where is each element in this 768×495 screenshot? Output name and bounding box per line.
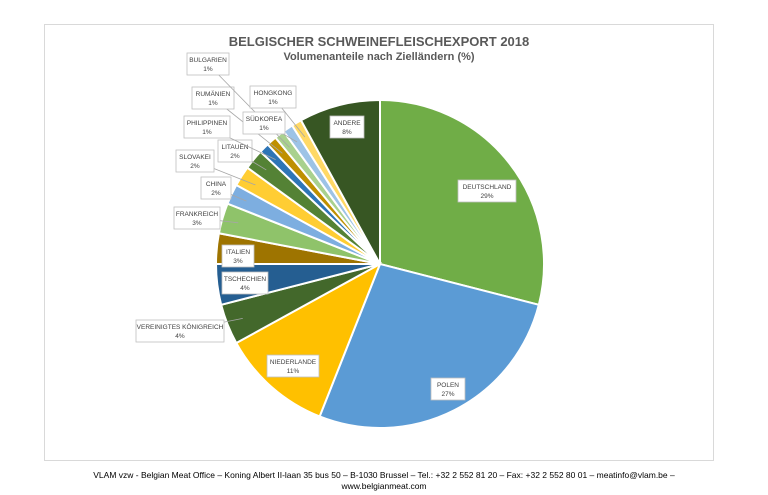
data-value-frankreich: 3% bbox=[192, 220, 202, 227]
data-value-polen: 27% bbox=[441, 391, 454, 398]
label-box-niederlande bbox=[266, 354, 320, 378]
chart-title: BELGISCHER SCHWEINEFLEISCHEXPORT 2018 bbox=[228, 34, 530, 49]
data-value-philippinen: 1% bbox=[202, 129, 212, 136]
data-label-italien: ITALIEN bbox=[226, 249, 250, 256]
data-value-bulgarien: 1% bbox=[203, 66, 213, 73]
pie-slice-niederlande bbox=[234, 261, 382, 418]
footer: VLAM vzw - Belgian Meat Office – Koning … bbox=[0, 470, 768, 492]
data-label-litauen: LITAUEN bbox=[222, 144, 249, 151]
label-box-philippinen bbox=[183, 115, 231, 139]
label-box-italien bbox=[221, 244, 255, 268]
label-box-tschechien bbox=[221, 271, 269, 295]
label-box-polen bbox=[430, 377, 466, 401]
data-label-andere: ANDERE bbox=[333, 120, 361, 127]
data-value-hongkong: 1% bbox=[268, 99, 278, 106]
data-value-sudkorea: 1% bbox=[259, 125, 269, 132]
label-box-rumanien bbox=[191, 86, 235, 110]
data-value-litauen: 2% bbox=[230, 153, 240, 160]
label-box-sudkorea bbox=[242, 111, 286, 135]
data-value-italien: 3% bbox=[233, 258, 243, 265]
data-label-slovakei: SLOVAKEI bbox=[179, 154, 211, 161]
label-box-slovakei bbox=[175, 149, 215, 173]
data-label-hongkong: HONGKONG bbox=[254, 90, 293, 97]
data-value-niederlande: 11% bbox=[287, 368, 300, 375]
data-value-tschechien: 4% bbox=[240, 285, 250, 292]
data-label-china: CHINA bbox=[206, 181, 227, 188]
label-box-andere bbox=[329, 115, 365, 139]
data-label-deutschland: DEUTSCHLAND bbox=[463, 184, 512, 191]
footer-line-1: VLAM vzw - Belgian Meat Office – Koning … bbox=[93, 470, 675, 480]
data-label-tschechien: TSCHECHIEN bbox=[224, 276, 267, 283]
label-box-vereinigtes-konigreich bbox=[135, 319, 225, 343]
label-box-hongkong bbox=[249, 85, 297, 109]
chart-subtitle: Volumenanteile nach Zielländern (%) bbox=[283, 51, 475, 63]
data-label-polen: POLEN bbox=[437, 382, 459, 389]
data-value-slovakei: 2% bbox=[190, 163, 200, 170]
pie-slice-polen bbox=[318, 262, 541, 429]
data-label-philippinen: PHILIPPINEN bbox=[187, 120, 228, 127]
data-label-niederlande: NIEDERLANDE bbox=[270, 359, 317, 366]
data-value-china: 2% bbox=[211, 190, 221, 197]
data-value-deutschland: 29% bbox=[480, 193, 493, 200]
pie-slice-andere bbox=[299, 98, 381, 265]
data-label-sudkorea: SÜDKOREA bbox=[246, 115, 283, 123]
footer-line-2: www.belgianmeat.com bbox=[341, 481, 427, 491]
data-value-rumanien: 1% bbox=[208, 100, 218, 107]
label-box-bulgarien bbox=[186, 52, 230, 76]
data-value-andere: 8% bbox=[342, 129, 352, 136]
data-label-frankreich: FRANKREICH bbox=[176, 211, 219, 218]
data-label-bulgarien: BULGARIEN bbox=[189, 57, 227, 64]
data-label-rumanien: RUMÄNIEN bbox=[196, 90, 231, 98]
label-box-china bbox=[200, 176, 232, 200]
data-label-vereinigtes-konigreich: VEREINIGTES KÖNIGREICH bbox=[137, 323, 224, 331]
label-box-frankreich bbox=[173, 206, 221, 230]
label-box-deutschland bbox=[457, 179, 517, 203]
data-value-vereinigtes-konigreich: 4% bbox=[175, 333, 185, 340]
